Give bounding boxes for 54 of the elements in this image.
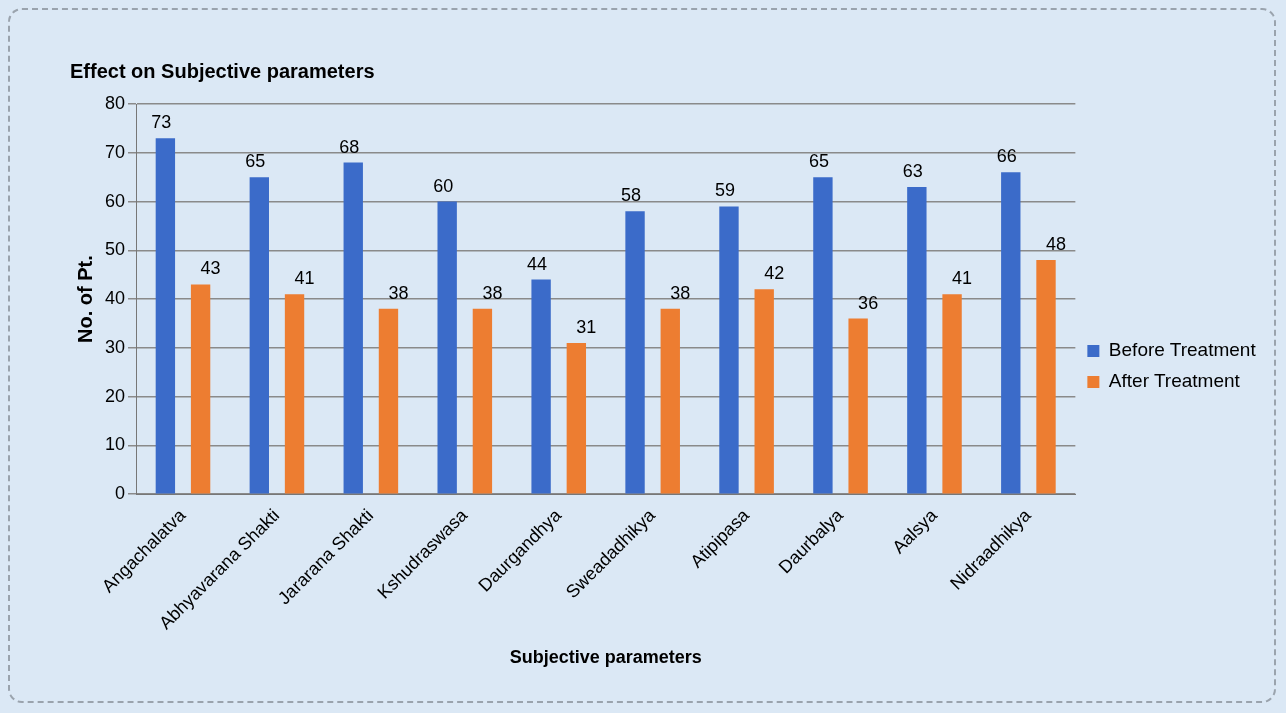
bar — [660, 308, 680, 494]
y-tick-label: 70 — [104, 141, 126, 162]
bar — [155, 138, 176, 494]
y-tick-label: 40 — [104, 288, 126, 309]
y-tick-label: 20 — [104, 385, 126, 406]
bar — [813, 177, 833, 494]
bar — [531, 279, 551, 494]
bar — [343, 162, 363, 494]
y-axis-title: No. of Pt. — [73, 255, 96, 343]
data-label: 63 — [902, 160, 923, 181]
data-label: 42 — [764, 263, 785, 284]
bar — [378, 308, 399, 494]
x-axis-title: Subjective parameters — [509, 647, 702, 668]
data-label: 41 — [952, 268, 973, 289]
data-label: 44 — [527, 253, 548, 274]
data-label: 65 — [808, 151, 829, 172]
y-tick-label: 50 — [104, 239, 126, 260]
data-label: 59 — [714, 180, 735, 201]
bar — [1036, 260, 1056, 494]
y-tick-label: 30 — [104, 336, 126, 357]
bar — [942, 294, 962, 494]
bar — [848, 318, 868, 494]
bar — [437, 201, 457, 494]
bar — [719, 206, 739, 494]
y-tick-label: 80 — [104, 92, 126, 113]
legend-label: Before Treatment — [1108, 339, 1257, 361]
bar — [190, 284, 211, 494]
bar — [907, 186, 927, 494]
y-tick-label: 60 — [104, 190, 126, 211]
legend-label: After Treatment — [1108, 370, 1241, 392]
bar — [249, 177, 269, 494]
data-label: 43 — [200, 258, 221, 279]
data-label: 60 — [433, 175, 454, 196]
data-label: 73 — [151, 112, 172, 133]
y-tick-label: 0 — [115, 483, 126, 504]
data-label: 38 — [482, 282, 503, 303]
y-tick-label: 10 — [104, 434, 126, 455]
data-label: 68 — [339, 136, 360, 157]
bar — [284, 294, 305, 494]
bar — [472, 308, 493, 494]
bar — [754, 289, 774, 494]
bar — [566, 343, 587, 494]
data-label: 38 — [670, 282, 691, 303]
data-label: 36 — [858, 292, 879, 313]
chart-title: Effect on Subjective parameters — [70, 59, 375, 82]
bar — [625, 211, 645, 494]
data-label: 38 — [388, 282, 409, 303]
data-label: 65 — [245, 151, 266, 172]
data-label: 48 — [1045, 234, 1067, 255]
bar — [1001, 172, 1021, 494]
data-label: 66 — [996, 146, 1017, 167]
data-label: 58 — [621, 185, 642, 206]
data-label: 31 — [576, 316, 597, 337]
data-label: 41 — [294, 268, 315, 289]
